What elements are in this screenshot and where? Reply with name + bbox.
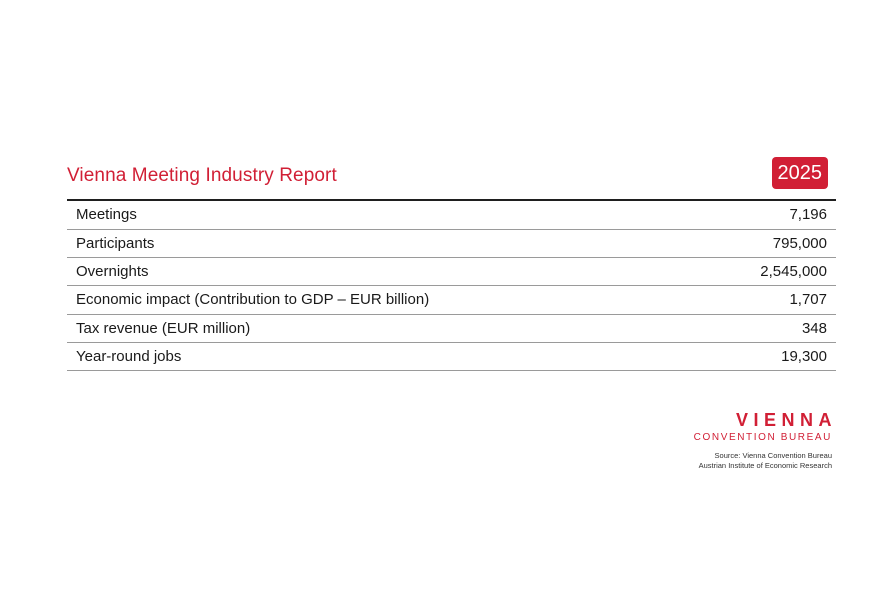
table-row: Tax revenue (EUR million) 348 — [67, 314, 836, 344]
row-label-tax-revenue: Tax revenue (EUR million) — [67, 314, 703, 344]
year-badge: 2025 — [771, 157, 828, 189]
row-value-economic-impact: 1,707 — [703, 285, 836, 315]
row-label-economic-impact: Economic impact (Contribution to GDP – E… — [67, 285, 703, 315]
report-header: Vienna Meeting Industry Report 2025 — [67, 157, 836, 201]
row-label-participants: Participants — [67, 229, 703, 258]
table-row: Meetings 7,196 — [67, 201, 836, 230]
table-row: Overnights 2,545,000 — [67, 257, 836, 287]
source-note: Source: Vienna Convention Bureau Austria… — [612, 451, 832, 471]
report-table-container: Vienna Meeting Industry Report 2025 Meet… — [67, 157, 836, 372]
vienna-convention-bureau-logo: VIENNA CONVENTION BUREAU Source: Vienna … — [612, 410, 832, 471]
row-value-overnights: 2,545,000 — [703, 257, 836, 287]
table-row: Economic impact (Contribution to GDP – E… — [67, 285, 836, 315]
row-value-participants: 795,000 — [703, 229, 836, 258]
brand-subtitle: CONVENTION BUREAU — [693, 432, 832, 443]
source-line-1: Source: Vienna Convention Bureau — [714, 451, 832, 460]
brand-name: VIENNA — [735, 410, 837, 430]
report-title: Vienna Meeting Industry Report — [67, 165, 337, 186]
row-value-jobs: 19,300 — [703, 342, 836, 372]
row-value-tax-revenue: 348 — [703, 314, 836, 344]
row-label-jobs: Year-round jobs — [67, 342, 703, 372]
table-row: Year-round jobs 19,300 — [67, 342, 836, 372]
stats-table: Meetings 7,196 Participants 795,000 Over… — [67, 201, 836, 372]
row-value-meetings: 7,196 — [703, 201, 836, 230]
table-row: Participants 795,000 — [67, 229, 836, 258]
row-label-overnights: Overnights — [67, 257, 703, 287]
row-label-meetings: Meetings — [67, 201, 703, 230]
source-line-2: Austrian Institute of Economic Research — [698, 461, 832, 470]
